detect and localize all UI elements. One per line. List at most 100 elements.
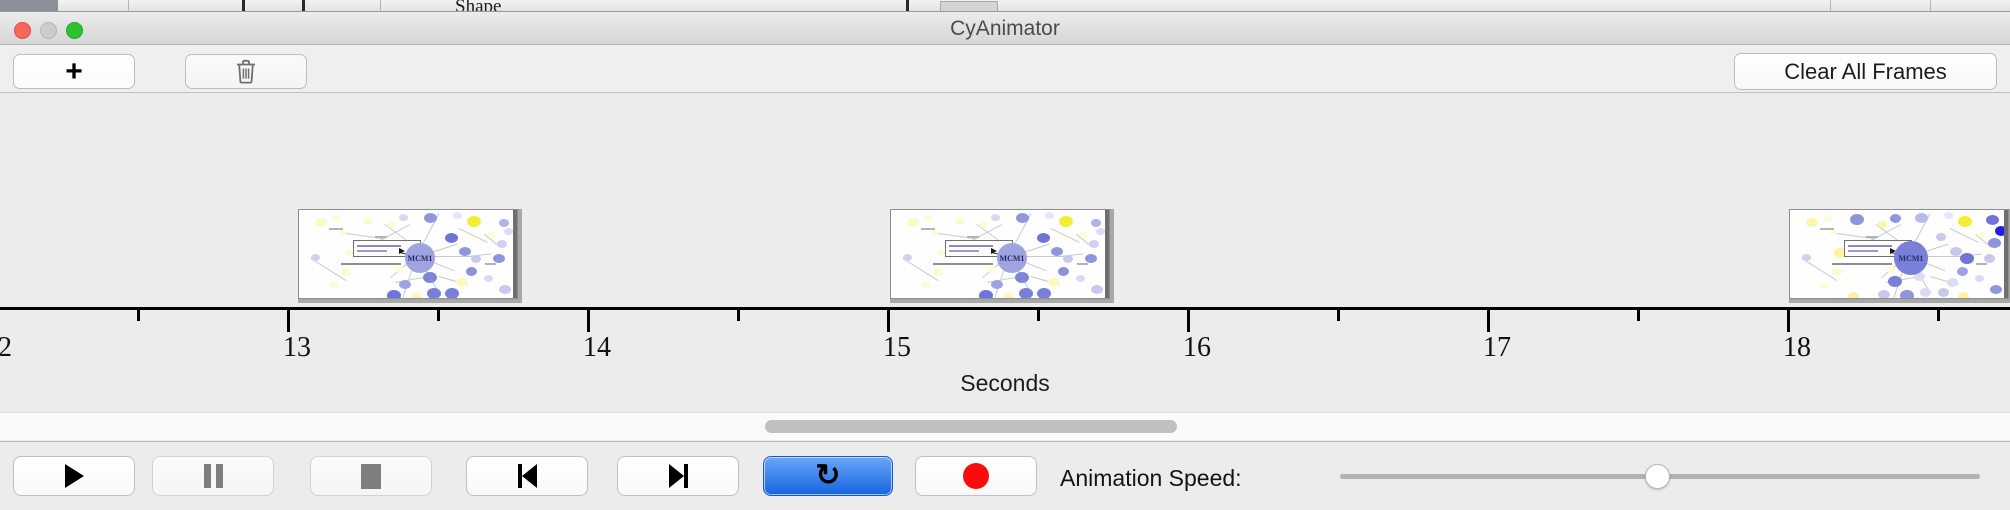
graph-node xyxy=(1978,232,1986,238)
graph-node xyxy=(329,282,338,289)
frame-track[interactable]: MCM1 xyxy=(0,94,2010,310)
timeline-axis[interactable]: 2 13 14 15 16 17 18 Seconds xyxy=(0,310,2010,410)
graph-node xyxy=(1802,254,1811,261)
graph-node xyxy=(1079,232,1087,238)
graph-node xyxy=(1988,238,2001,248)
play-button[interactable] xyxy=(13,456,135,496)
graph-node xyxy=(921,282,930,289)
graph-node xyxy=(497,240,507,248)
animation-speed-slider-thumb[interactable] xyxy=(1645,464,1670,489)
skip-to-start-button[interactable] xyxy=(466,456,588,496)
pause-button[interactable] xyxy=(152,456,274,496)
graph-node xyxy=(991,214,1000,221)
callout-line xyxy=(949,250,979,252)
graph-node xyxy=(1091,219,1101,227)
add-frame-button[interactable]: + xyxy=(13,54,135,89)
graph-node xyxy=(987,266,996,273)
frame-selected-indicator xyxy=(513,210,517,298)
graph-node xyxy=(1058,267,1069,276)
graph-node xyxy=(1990,285,2002,294)
close-button[interactable] xyxy=(14,22,31,39)
axis-tick-label: 2 xyxy=(0,332,12,363)
graph-node xyxy=(459,247,471,256)
graph-node xyxy=(1015,272,1029,283)
stop-button[interactable] xyxy=(310,456,432,496)
play-icon xyxy=(64,464,84,488)
frame-thumbnail-image: MCM1 xyxy=(890,209,1110,299)
axis-tick-label: 17 xyxy=(1483,332,1511,363)
timeline-scrollbar-track[interactable] xyxy=(0,412,2010,440)
skip-to-end-button[interactable] xyxy=(617,456,739,496)
trash-icon xyxy=(237,59,255,84)
graph-node xyxy=(931,230,938,235)
background-window-marker xyxy=(906,0,909,11)
graph-node xyxy=(955,218,965,225)
frame-selected-indicator xyxy=(1105,210,1109,298)
graph-node xyxy=(1944,212,1953,219)
frame-thumbnail[interactable]: MCM1 xyxy=(298,209,522,303)
delete-frame-button[interactable] xyxy=(185,54,307,89)
clear-all-frames-button[interactable]: Clear All Frames xyxy=(1734,53,1997,90)
skip-back-icon xyxy=(517,464,537,488)
animation-speed-label: Animation Speed: xyxy=(1060,465,1242,491)
graph-node xyxy=(1832,268,1842,276)
axis-minor-tick xyxy=(1937,310,1940,321)
graph-node xyxy=(1960,253,1974,264)
graph-node xyxy=(487,232,495,238)
axis-major-tick xyxy=(1487,310,1490,332)
graph-node xyxy=(903,254,912,261)
hub-node-label: MCM1 xyxy=(407,253,433,263)
axis-minor-tick xyxy=(137,310,140,321)
node-label xyxy=(375,236,387,238)
graph-node xyxy=(1820,282,1829,289)
skip-forward-icon xyxy=(668,464,688,488)
graph-edge xyxy=(1009,256,1067,257)
graph-node xyxy=(1900,290,1914,298)
graph-node xyxy=(423,272,437,283)
record-icon xyxy=(963,463,989,489)
maximize-button[interactable] xyxy=(66,22,83,39)
graph-node xyxy=(1806,218,1818,227)
graph-node xyxy=(467,216,481,227)
graph-node xyxy=(311,254,320,261)
graph-node xyxy=(1076,275,1085,282)
graph-node xyxy=(1848,292,1859,298)
stop-icon xyxy=(361,463,381,489)
minimize-button[interactable] xyxy=(40,22,57,39)
graph-node xyxy=(1089,240,1099,248)
graph-node xyxy=(933,268,943,276)
graph-node xyxy=(1915,213,1928,223)
background-window-label: Shape xyxy=(455,0,502,12)
hub-node-label: MCM1 xyxy=(999,253,1025,263)
record-button[interactable] xyxy=(915,456,1037,496)
node-label xyxy=(1820,228,1834,230)
background-window-segment xyxy=(1830,0,1880,11)
background-window-segment xyxy=(380,0,460,11)
loop-button[interactable]: ↻ xyxy=(763,456,893,496)
node-label xyxy=(1976,263,1987,265)
pause-icon xyxy=(203,464,223,488)
axis-title: Seconds xyxy=(960,370,1050,396)
graph-node xyxy=(445,233,458,243)
frame-thumbnail-image: MCM1 xyxy=(1789,209,2009,299)
timeline-scrollbar-thumb[interactable] xyxy=(765,420,1177,433)
hub-node-label: MCM1 xyxy=(1898,253,1924,263)
graph-node xyxy=(387,221,396,228)
graph-edge xyxy=(1908,256,1966,257)
node-label xyxy=(485,263,496,265)
graph-node xyxy=(1975,275,1984,282)
axis-tick-label: 18 xyxy=(1783,332,1811,363)
graph-node xyxy=(924,215,933,222)
frame-thumbnail[interactable]: MCM1 xyxy=(890,209,1114,303)
graph-node xyxy=(411,292,422,298)
graph-node xyxy=(1016,213,1029,223)
axis-minor-tick xyxy=(1637,310,1640,321)
graph-node xyxy=(339,230,346,235)
graph-node xyxy=(1091,285,1103,294)
graph-node xyxy=(1037,288,1051,298)
graph-node xyxy=(1823,215,1832,222)
graph-node xyxy=(1830,230,1837,235)
graph-node xyxy=(466,267,477,276)
graph-node xyxy=(1048,278,1059,287)
frame-thumbnail[interactable]: MCM1 xyxy=(1789,209,2010,303)
